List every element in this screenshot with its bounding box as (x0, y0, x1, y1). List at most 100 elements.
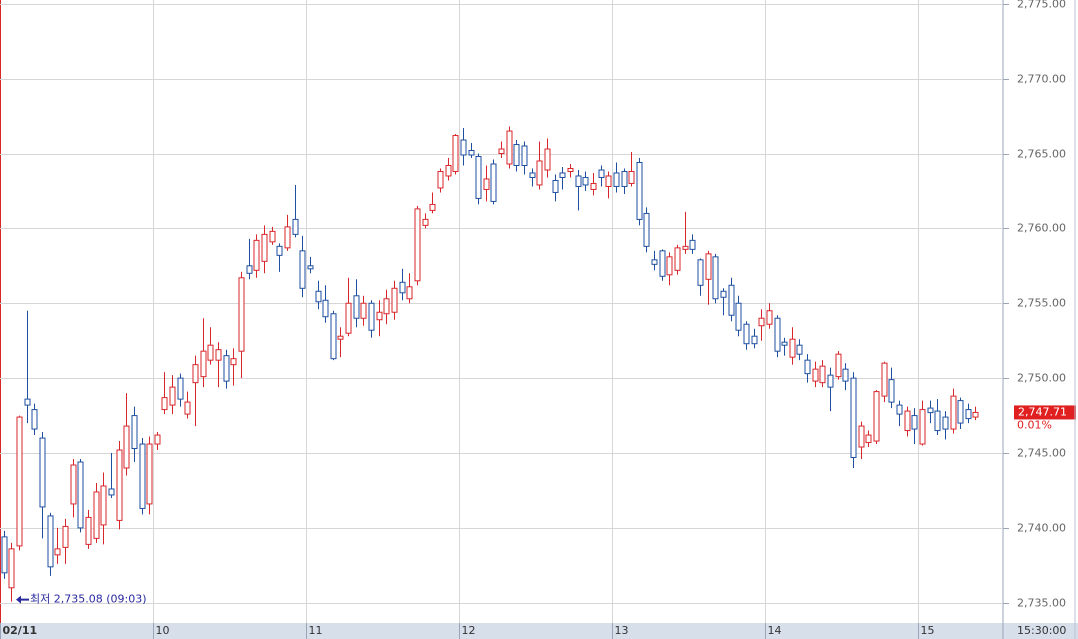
candle-body (100, 485, 107, 526)
y-tick-label: 2,735.00 (1017, 597, 1066, 610)
candle-body (621, 170, 628, 187)
candle-body (544, 148, 551, 171)
candle-body (835, 353, 842, 378)
candle-body (345, 302, 352, 334)
annotation-arrow (16, 595, 29, 604)
candle-body (284, 226, 291, 249)
candle-body (177, 377, 184, 400)
candle-body (689, 239, 696, 250)
candle-body (850, 377, 857, 459)
candle-body (123, 425, 130, 469)
candle-body (261, 233, 268, 262)
candle-body (567, 167, 574, 172)
candle-body (376, 311, 383, 321)
candle-body (598, 169, 605, 178)
candle-body (965, 409, 972, 420)
candle-body (842, 368, 849, 382)
candle-body (904, 410, 911, 432)
candle-body (735, 302, 742, 331)
candle-body (804, 359, 811, 375)
candle-body (659, 250, 666, 277)
y-tick-label: 2,760.00 (1017, 222, 1066, 235)
candles (1, 126, 979, 602)
candle-body (215, 349, 222, 361)
y-tick-label: 2,775.00 (1017, 0, 1066, 11)
candle-body (292, 218, 299, 235)
candle-body (506, 130, 513, 165)
candle-body (643, 212, 650, 247)
y-tick-label: 2,765.00 (1017, 148, 1066, 161)
candle-body (131, 415, 138, 450)
candle-body (24, 398, 31, 406)
candle-body (590, 182, 597, 190)
candle-body (429, 203, 436, 211)
candle-body (536, 160, 543, 186)
candle-body (819, 365, 826, 384)
candle-body (927, 407, 934, 414)
candle-body (184, 401, 191, 415)
y-tick-label: 2,755.00 (1017, 297, 1066, 310)
x-tick-label: 10 (156, 624, 170, 637)
candle-body (1, 536, 8, 574)
candle-body (812, 368, 819, 382)
candle-body (888, 379, 895, 403)
candle-body (605, 175, 612, 187)
low-annotation: 최저 2,735.08 (09:03) (30, 593, 147, 606)
candle-body (238, 277, 245, 352)
candle-body (468, 150, 475, 156)
candle-body (223, 355, 230, 382)
candle-body (54, 548, 61, 556)
candle-body (728, 284, 735, 316)
x-tick-label: 12 (462, 624, 476, 637)
candle-body (39, 437, 46, 508)
candle-body (139, 443, 146, 509)
candle-body (950, 395, 957, 430)
candle-body (789, 338, 796, 358)
candle-body (192, 364, 199, 384)
candle-body (269, 230, 276, 243)
x-axis-strip (0, 623, 1078, 639)
candle-body (881, 362, 888, 397)
candle-body (483, 178, 490, 190)
candle-body (77, 461, 84, 529)
candle-body (552, 179, 559, 193)
candle-body (47, 515, 54, 568)
candle-body (8, 548, 15, 589)
y-tick-label: 2,770.00 (1017, 73, 1066, 86)
candle-body (858, 425, 865, 448)
candle-body (475, 155, 482, 199)
candle-body (720, 290, 727, 298)
candle-body (942, 416, 949, 430)
candle-body (705, 253, 712, 280)
candle-body (781, 341, 788, 346)
candle-body (682, 245, 689, 250)
candle-body (391, 287, 398, 313)
candle-body (498, 148, 505, 155)
candle-body (674, 247, 681, 271)
candle-body (827, 374, 834, 388)
candle-body (445, 164, 452, 177)
candle-body (865, 434, 872, 444)
candle-body (437, 170, 444, 189)
candle-body (399, 281, 406, 294)
candle-body (315, 290, 322, 303)
candle-body (559, 172, 566, 178)
candle-body (460, 139, 467, 156)
candle-body (154, 434, 161, 445)
candle-body (161, 397, 168, 411)
candle-body (972, 411, 979, 418)
candle-body (575, 175, 582, 187)
x-tick-label: 14 (768, 624, 782, 637)
candle-body (582, 176, 589, 186)
candle-body (383, 298, 390, 315)
candle-body (70, 464, 77, 505)
candle-body (307, 265, 314, 270)
candle-body (276, 245, 283, 256)
candle-body (758, 317, 765, 327)
candle-body (246, 265, 253, 274)
candle-body (911, 415, 918, 430)
candle-body (521, 145, 528, 166)
candle-body (743, 323, 750, 345)
candle-body (957, 400, 964, 424)
